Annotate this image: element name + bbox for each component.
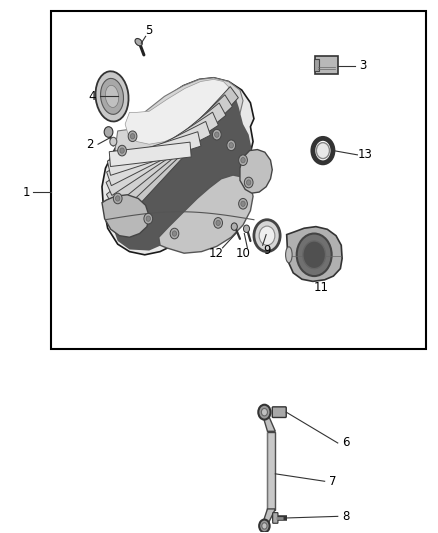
Circle shape — [244, 225, 250, 232]
Polygon shape — [287, 227, 342, 281]
Circle shape — [247, 180, 251, 185]
Circle shape — [297, 233, 332, 276]
Ellipse shape — [95, 71, 128, 122]
Polygon shape — [115, 78, 243, 179]
Circle shape — [261, 408, 268, 416]
Text: 9: 9 — [263, 244, 271, 257]
Text: 5: 5 — [145, 25, 153, 37]
Circle shape — [120, 148, 124, 154]
Circle shape — [131, 134, 135, 139]
Circle shape — [254, 220, 280, 252]
Circle shape — [172, 231, 177, 236]
Circle shape — [231, 223, 237, 230]
Polygon shape — [102, 78, 254, 255]
Bar — [268, 432, 276, 510]
Polygon shape — [106, 112, 219, 196]
Text: 8: 8 — [342, 510, 349, 523]
FancyBboxPatch shape — [314, 59, 318, 71]
FancyBboxPatch shape — [272, 407, 286, 417]
Polygon shape — [107, 132, 201, 175]
Text: 13: 13 — [358, 148, 373, 161]
Circle shape — [229, 143, 233, 148]
Circle shape — [113, 193, 122, 204]
Ellipse shape — [101, 78, 124, 115]
Circle shape — [239, 155, 247, 165]
Polygon shape — [109, 142, 191, 166]
Circle shape — [239, 198, 247, 209]
Circle shape — [316, 143, 329, 159]
Polygon shape — [106, 94, 252, 251]
Circle shape — [258, 405, 271, 419]
Circle shape — [259, 520, 270, 532]
Polygon shape — [108, 86, 238, 230]
Text: 3: 3 — [360, 59, 367, 72]
Polygon shape — [106, 103, 226, 207]
Ellipse shape — [286, 247, 292, 263]
Circle shape — [104, 127, 113, 138]
Circle shape — [144, 213, 152, 224]
Bar — [51, 11, 426, 349]
Ellipse shape — [106, 85, 119, 108]
Polygon shape — [107, 95, 232, 218]
Circle shape — [216, 220, 220, 225]
Circle shape — [259, 226, 275, 245]
Circle shape — [241, 158, 245, 163]
Circle shape — [146, 216, 150, 221]
Circle shape — [118, 146, 127, 156]
Text: 11: 11 — [314, 281, 329, 294]
Text: 7: 7 — [329, 475, 336, 488]
Text: 10: 10 — [236, 247, 251, 260]
Polygon shape — [125, 79, 229, 144]
Circle shape — [241, 201, 245, 206]
FancyBboxPatch shape — [273, 513, 278, 523]
Circle shape — [212, 130, 221, 140]
Circle shape — [313, 139, 333, 163]
Circle shape — [214, 217, 223, 228]
Text: 12: 12 — [208, 247, 223, 260]
Circle shape — [128, 131, 137, 142]
Polygon shape — [102, 195, 149, 237]
Circle shape — [170, 228, 179, 239]
Circle shape — [215, 132, 219, 138]
Circle shape — [244, 177, 253, 188]
Circle shape — [116, 196, 120, 201]
FancyBboxPatch shape — [315, 56, 338, 74]
Text: 4: 4 — [88, 90, 96, 103]
Circle shape — [110, 138, 117, 146]
Polygon shape — [159, 175, 253, 253]
Text: 2: 2 — [86, 138, 94, 151]
Circle shape — [303, 241, 325, 269]
Polygon shape — [106, 122, 210, 185]
Text: 6: 6 — [342, 437, 350, 449]
Ellipse shape — [135, 38, 142, 46]
Circle shape — [227, 140, 236, 151]
Polygon shape — [262, 509, 276, 526]
Polygon shape — [240, 150, 272, 193]
Circle shape — [262, 523, 267, 529]
Text: 1: 1 — [23, 185, 31, 199]
Polygon shape — [262, 412, 276, 431]
